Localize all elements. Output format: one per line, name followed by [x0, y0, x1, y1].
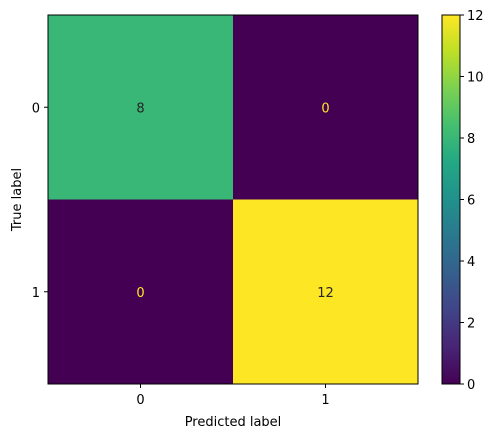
cell-value-label: 0 [136, 286, 144, 301]
colorbar-tick-label: 2 [467, 317, 475, 332]
matrix-cell [48, 15, 233, 200]
matrix-cell [233, 15, 418, 200]
y-tick-label: 0 [32, 101, 40, 116]
colorbar [441, 14, 461, 385]
colorbar-tick-label: 4 [467, 255, 475, 270]
x-tick-label: 0 [136, 393, 144, 408]
matrix-frame [47, 14, 419, 385]
colorbar-tick-label: 12 [467, 9, 484, 24]
cell-value-label: 0 [321, 101, 329, 116]
cell-value-label: 12 [317, 286, 334, 301]
colorbar-tick-label: 8 [467, 132, 475, 147]
matrix-cells: 8 0 0 12 [48, 15, 418, 384]
y-axis-ticks: 01 [32, 101, 48, 301]
colorbar-tick-label: 0 [467, 378, 475, 393]
colorbar-tick-label: 6 [467, 194, 475, 209]
matrix-cell [48, 199, 233, 384]
y-axis-label: True label [10, 168, 25, 232]
matrix-cell [233, 199, 418, 384]
y-tick-label: 1 [32, 286, 40, 301]
colorbar-ticks: 0 2 4 6 8 10 12 [460, 9, 484, 393]
cell-value-label: 8 [136, 101, 144, 116]
colorbar-tick-label: 10 [467, 71, 484, 86]
x-tick-label: 1 [321, 393, 329, 408]
x-axis-label: Predicted label [185, 415, 282, 430]
